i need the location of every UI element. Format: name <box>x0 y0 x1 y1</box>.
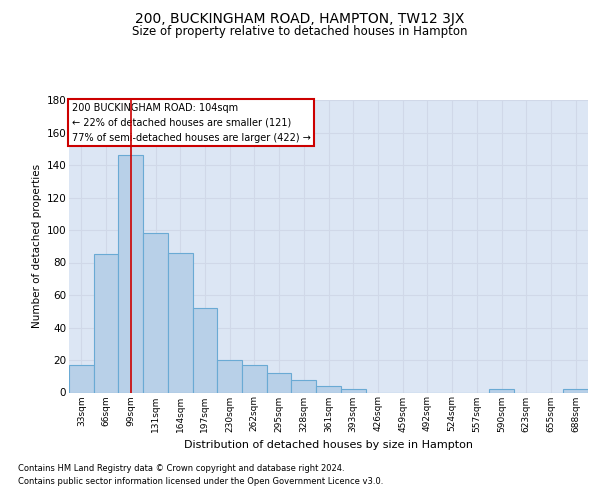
Y-axis label: Number of detached properties: Number of detached properties <box>32 164 43 328</box>
Bar <box>292 380 316 392</box>
Bar <box>94 254 118 392</box>
Text: Size of property relative to detached houses in Hampton: Size of property relative to detached ho… <box>132 25 468 38</box>
Bar <box>143 233 168 392</box>
Bar <box>193 308 217 392</box>
Bar <box>489 389 514 392</box>
Bar <box>563 389 588 392</box>
X-axis label: Distribution of detached houses by size in Hampton: Distribution of detached houses by size … <box>184 440 473 450</box>
Bar <box>316 386 341 392</box>
Bar <box>267 373 292 392</box>
Text: 200, BUCKINGHAM ROAD, HAMPTON, TW12 3JX: 200, BUCKINGHAM ROAD, HAMPTON, TW12 3JX <box>136 12 464 26</box>
Text: Contains HM Land Registry data © Crown copyright and database right 2024.: Contains HM Land Registry data © Crown c… <box>18 464 344 473</box>
Text: Contains public sector information licensed under the Open Government Licence v3: Contains public sector information licen… <box>18 477 383 486</box>
Bar <box>69 365 94 392</box>
Bar <box>217 360 242 392</box>
Bar <box>341 389 365 392</box>
Bar <box>118 155 143 392</box>
Bar <box>168 253 193 392</box>
Text: 200 BUCKINGHAM ROAD: 104sqm
← 22% of detached houses are smaller (121)
77% of se: 200 BUCKINGHAM ROAD: 104sqm ← 22% of det… <box>71 103 310 142</box>
Bar <box>242 365 267 392</box>
